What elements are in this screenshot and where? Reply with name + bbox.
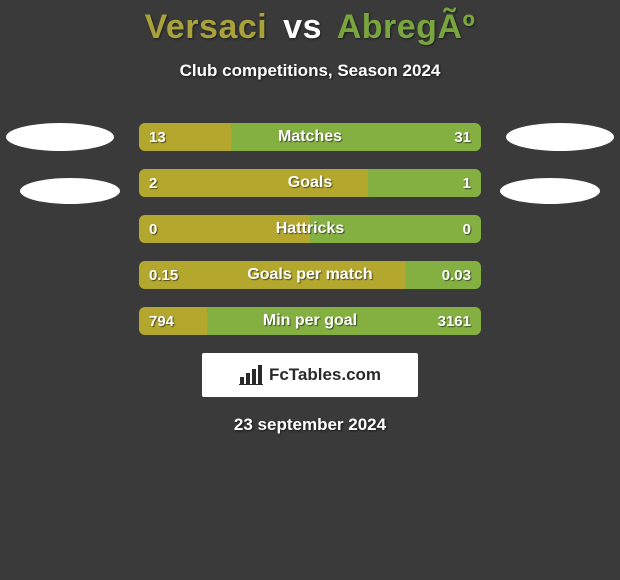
title-player2: AbregÃº — [337, 8, 476, 46]
stat-value-left: 2 — [139, 169, 167, 197]
stat-value-right: 0.03 — [432, 261, 481, 289]
subtitle: Club competitions, Season 2024 — [0, 61, 620, 81]
player2-logo-placeholder — [506, 123, 614, 151]
title-vs: vs — [283, 8, 322, 46]
brand-text: FcTables.com — [269, 365, 381, 385]
stat-value-right: 0 — [453, 215, 481, 243]
stat-value-right: 31 — [444, 123, 481, 151]
stat-value-left: 794 — [139, 307, 184, 335]
stat-bar-left — [139, 169, 368, 197]
stat-value-right: 1 — [453, 169, 481, 197]
stat-row: 1331Matches — [139, 123, 481, 151]
stat-value-left: 0 — [139, 215, 167, 243]
title-player1: Versaci — [145, 8, 268, 46]
stat-row: 0.150.03Goals per match — [139, 261, 481, 289]
page-title: Versaci vs AbregÃº — [0, 8, 620, 47]
stat-value-left: 0.15 — [139, 261, 188, 289]
comparison-infographic: Versaci vs AbregÃº Club competitions, Se… — [0, 0, 620, 580]
player1-logo-placeholder — [6, 123, 114, 151]
brand-badge: FcTables.com — [202, 353, 418, 397]
player2-logo-placeholder-2 — [500, 178, 600, 204]
footer-date: 23 september 2024 — [0, 415, 620, 435]
stat-value-right: 3161 — [428, 307, 481, 335]
stat-row: 7943161Min per goal — [139, 307, 481, 335]
stat-rows: 1331Matches21Goals00Hattricks0.150.03Goa… — [139, 123, 481, 335]
player1-logo-placeholder-2 — [20, 178, 120, 204]
stat-value-left: 13 — [139, 123, 176, 151]
stat-row: 00Hattricks — [139, 215, 481, 243]
stat-row: 21Goals — [139, 169, 481, 197]
bar-chart-icon — [239, 365, 263, 385]
